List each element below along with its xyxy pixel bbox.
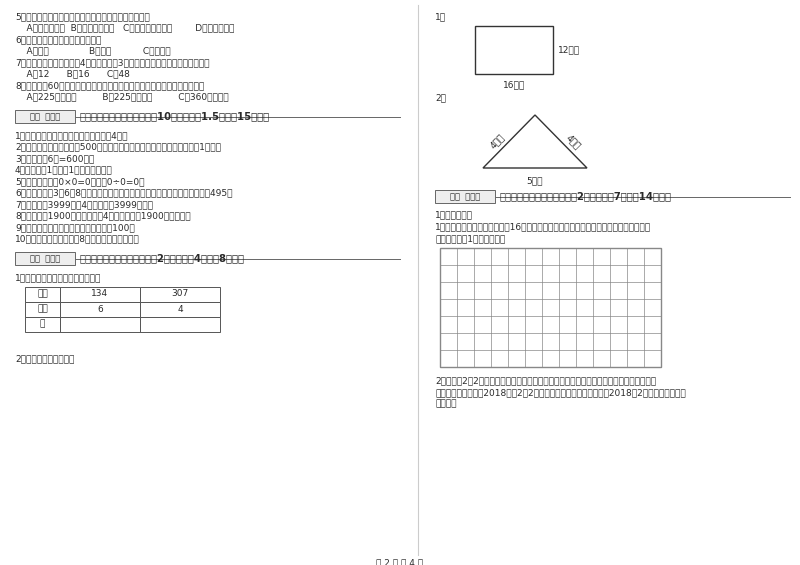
Text: 得分  评卷人: 得分 评卷人 <box>450 192 480 201</box>
Bar <box>140 286 220 302</box>
Bar <box>140 316 220 332</box>
Text: 然资源和生态环境。2018年的2月2日是星期五，请你根据信息制作2018年2月份的月历，并回: 然资源和生态环境。2018年的2月2日是星期五，请你根据信息制作2018年2月份… <box>435 388 686 397</box>
Bar <box>60 316 140 332</box>
Text: 307: 307 <box>171 289 189 298</box>
Text: 1．在下面方格纸上画出面积是16平方厘米的长方形和正方形。标出相应的长、宽或边长: 1．在下面方格纸上画出面积是16平方厘米的长方形和正方形。标出相应的长、宽或边长 <box>435 223 651 232</box>
Bar <box>60 302 140 316</box>
Text: 10．（　　）一个两位数8，积一定也是两为数。: 10．（ ）一个两位数8，积一定也是两为数。 <box>15 234 140 244</box>
Text: 五、认真思考，综合能力（共2小题，每题7分，共14分）。: 五、认真思考，综合能力（共2小题，每题7分，共14分）。 <box>499 192 671 202</box>
Text: 第 2 页 共 4 页: 第 2 页 共 4 页 <box>377 558 423 565</box>
Text: 8．把一根长60厘米的铁丝围绕一个正方形，这个正方形的面积是（　　）。: 8．把一根长60厘米的铁丝围绕一个正方形，这个正方形的面积是（ ）。 <box>15 81 204 90</box>
Text: 乘数: 乘数 <box>37 305 48 314</box>
Bar <box>25 302 60 316</box>
Text: 12厘米: 12厘米 <box>558 45 580 54</box>
Text: 4: 4 <box>177 305 183 314</box>
Text: 1．（　　）正方形的周长是它的边长的4倍。: 1．（ ）正方形的周长是它的边长的4倍。 <box>15 131 129 140</box>
Text: 三、仔细推敲，正确判断（共10小题，每题1.5分，共15分）。: 三、仔细推敲，正确判断（共10小题，每题1.5分，共15分）。 <box>79 111 269 121</box>
Text: 得分  评卷人: 得分 评卷人 <box>30 254 60 263</box>
Text: 7．一个长方形花坛的宽是4米，长是宽的3倍，花坛的面积是（　　）平方米。: 7．一个长方形花坛的宽是4米，长是宽的3倍，花坛的面积是（ ）平方米。 <box>15 58 210 67</box>
Text: 积: 积 <box>40 319 45 328</box>
Text: A．12      B．16      C．48: A．12 B．16 C．48 <box>15 69 130 79</box>
Text: 3．（　　）6分=600秒。: 3．（ ）6分=600秒。 <box>15 154 94 163</box>
Bar <box>25 286 60 302</box>
Text: 4．（　　）1吨棉与1吨钢花一样重。: 4．（ ）1吨棉与1吨钢花一样重。 <box>15 166 113 175</box>
Text: 四、看清题目，细心计算（共2小题，每题4分，共8分）。: 四、看清题目，细心计算（共2小题，每题4分，共8分）。 <box>79 254 244 263</box>
Text: 乘数: 乘数 <box>37 289 48 298</box>
Bar <box>435 190 495 203</box>
Text: 4分米: 4分米 <box>488 133 506 150</box>
Text: 5．（　　）因为0×0=0，所以0÷0=0。: 5．（ ）因为0×0=0，所以0÷0=0。 <box>15 177 145 186</box>
Text: 134: 134 <box>91 289 109 298</box>
Text: 6．（　　）用3、6、8这三个数字组成的最大三位数与最小三位数，它们相差495。: 6．（ ）用3、6、8这三个数字组成的最大三位数与最小三位数，它们相差495。 <box>15 189 233 198</box>
Text: 2．: 2． <box>435 93 446 102</box>
Text: 2．（　　）小明家离学校500米，他每天上学、回家，一个来回一共要走1千米。: 2．（ ）小明家离学校500米，他每天上学、回家，一个来回一共要走1千米。 <box>15 142 221 151</box>
Text: 6: 6 <box>97 305 103 314</box>
Bar <box>60 286 140 302</box>
Text: A．一定，可能  B．可能，不可能   C．不可能，不可能        D．可能，可能: A．一定，可能 B．可能，不可能 C．不可能，不可能 D．可能，可能 <box>15 24 234 33</box>
Text: 6．四边形（　　　）平行四边形。: 6．四边形（ ）平行四边形。 <box>15 35 102 44</box>
Text: A．225平方分米         B．225平方厘米         C．360平方厘米: A．225平方分米 B．225平方厘米 C．360平方厘米 <box>15 93 229 102</box>
Text: 9．（　　）两个面积单位之间的进率是100。: 9．（ ）两个面积单位之间的进率是100。 <box>15 223 134 232</box>
Bar <box>140 302 220 316</box>
Bar <box>475 25 553 73</box>
Text: 5分米: 5分米 <box>526 176 543 185</box>
Bar <box>15 252 75 265</box>
Text: 16厘米: 16厘米 <box>503 80 525 89</box>
Bar <box>25 316 60 332</box>
Text: 8．（　　）1900年的年份数是4的倍数，所以1900年是闰年。: 8．（ ）1900年的年份数是4的倍数，所以1900年是闰年。 <box>15 211 190 220</box>
Bar <box>440 247 661 367</box>
Bar <box>15 110 75 123</box>
Text: 5．明天（　）会下雨，今天下午我（　）游遍全世界。: 5．明天（ ）会下雨，今天下午我（ ）游遍全世界。 <box>15 12 150 21</box>
Text: （每一小格为1平方厘米）。: （每一小格为1平方厘米）。 <box>435 234 506 243</box>
Text: 1．动手操作。: 1．动手操作。 <box>435 210 473 219</box>
Text: 1．把乘得的积填在下面的空格里。: 1．把乘得的积填在下面的空格里。 <box>15 273 102 282</box>
Text: 得分  评卷人: 得分 评卷人 <box>30 112 60 121</box>
Text: 2．每年的2月2日是世界湿地日。在这一天，世界各国都举行不同形式的活动来宣传保护自: 2．每年的2月2日是世界湿地日。在这一天，世界各国都举行不同形式的活动来宣传保护… <box>435 376 656 385</box>
Text: 7．（　　）3999克与4千克相比，3999克重。: 7．（ ）3999克与4千克相比，3999克重。 <box>15 200 153 209</box>
Text: A．一定              B．可能           C．不可能: A．一定 B．可能 C．不可能 <box>15 46 170 55</box>
Text: 答问题。: 答问题。 <box>435 399 457 408</box>
Text: 1．: 1． <box>435 12 446 21</box>
Polygon shape <box>483 115 587 168</box>
Text: 2．求下面图形的周长。: 2．求下面图形的周长。 <box>15 354 74 363</box>
Text: 4分米: 4分米 <box>564 133 582 150</box>
